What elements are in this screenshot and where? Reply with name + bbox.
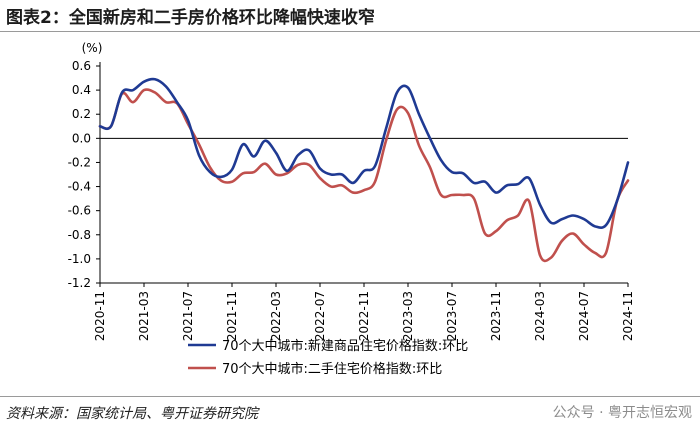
x-tick-label: 2022-11 (357, 291, 371, 341)
x-tick-label: 2023-11 (489, 291, 503, 341)
y-axis-unit: (%) (82, 41, 103, 55)
source-bar: 资料来源：国家统计局、粤开证券研究院 公众号 · 粤开志恒宏观 (0, 396, 700, 425)
legend-label-second-hand: 70个大中城市:二手住宅价格指数:环比 (222, 361, 442, 377)
x-tick-label: 2021-07 (181, 291, 195, 341)
series-line-new-home (98, 77, 630, 229)
y-tick-label: 0.4 (72, 83, 91, 97)
chart-lines (98, 77, 630, 263)
y-tick-label: 0.6 (72, 59, 91, 73)
legend-label-new-home: 70个大中城市:新建商品住宅价格指数:环比 (222, 338, 468, 354)
x-tick-label: 2024-03 (533, 291, 547, 341)
x-tick-label: 2020-11 (93, 291, 107, 341)
y-tick-label: -0.6 (68, 204, 91, 218)
chart-axes: 0.6 0.4 0.2 0.0 -0.2 -0.4 -0.6 -0.8 -1.0 -1.2 (%) 2… (68, 41, 635, 341)
x-tick-label: 2022-03 (269, 291, 283, 341)
y-tick-label: -0.2 (68, 155, 91, 169)
page-title: 图表2：全国新房和二手房价格环比降幅快速收窄 (6, 8, 375, 28)
chart-legend: 70个大中城市:新建商品住宅价格指数:环比 70个大中城市:二手住宅价格指数:环比 (188, 338, 468, 377)
x-tick-label: 2021-11 (225, 291, 239, 341)
title-bar: 图表2：全国新房和二手房价格环比降幅快速收窄 (0, 0, 700, 32)
y-tick-label: 0.2 (72, 107, 91, 121)
x-tick-label: 2023-03 (401, 291, 415, 341)
x-tick-label: 2021-03 (137, 291, 151, 341)
y-tick-label: -1.0 (68, 252, 91, 266)
watermark-text: 公众号 · 粤开志恒宏观 (552, 405, 692, 421)
x-tick-label: 2022-07 (313, 291, 327, 341)
y-tick-label: -1.2 (68, 276, 91, 290)
chart: 0.6 0.4 0.2 0.0 -0.2 -0.4 -0.6 -0.8 -1.0 -1.2 (%) 2… (68, 41, 635, 377)
y-tick-label: 0.0 (72, 131, 91, 145)
y-tick-label: -0.4 (68, 180, 91, 194)
y-tick-label: -0.8 (68, 228, 91, 242)
source-note: 资料来源：国家统计局、粤开证券研究院 (6, 406, 258, 422)
series-line-second-hand (98, 88, 630, 263)
x-tick-label: 2023-07 (445, 291, 459, 341)
x-tick-label: 2024-11 (621, 291, 635, 341)
x-tick-label: 2024-07 (577, 291, 591, 341)
